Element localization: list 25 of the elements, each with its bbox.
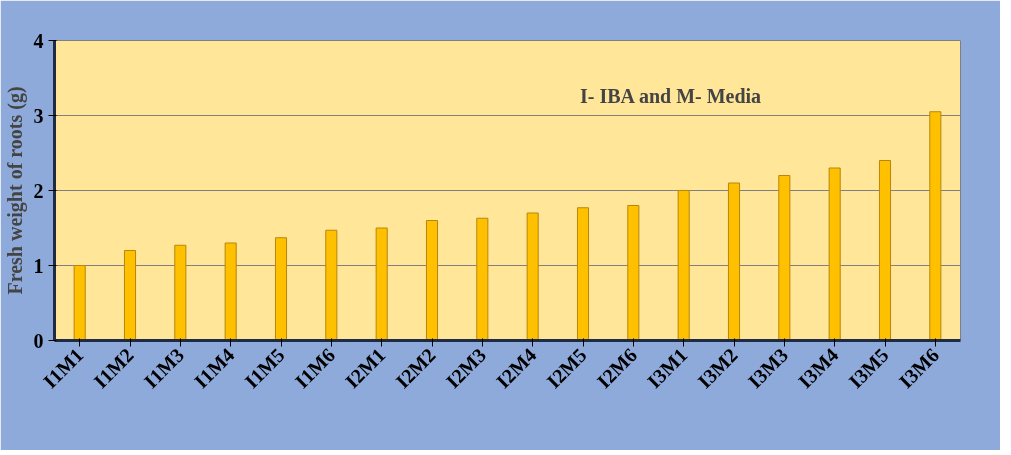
y-tick-label: 3 — [33, 104, 44, 127]
bar — [778, 175, 791, 341]
bar — [727, 182, 741, 341]
bar — [476, 217, 489, 341]
bar — [576, 207, 590, 341]
bar — [677, 190, 690, 341]
bar — [325, 229, 338, 341]
bar — [174, 244, 187, 341]
bar — [929, 111, 942, 341]
bar — [224, 242, 237, 341]
bar — [425, 220, 439, 341]
bar — [526, 212, 539, 341]
y-tick-label: 0 — [33, 329, 44, 352]
bar — [274, 237, 288, 341]
y-tick-label: 2 — [33, 179, 44, 202]
bar — [878, 160, 892, 341]
annotation: I- IBA and M- Media — [579, 84, 762, 107]
bar — [828, 167, 841, 341]
bar — [73, 265, 86, 341]
bar — [375, 227, 388, 341]
y-axis-title: Fresh weight of roots (g) — [3, 86, 27, 295]
y-tick-label: 1 — [33, 254, 44, 277]
y-tick-label: 4 — [33, 29, 44, 52]
bar — [123, 250, 137, 341]
bar — [627, 205, 640, 341]
